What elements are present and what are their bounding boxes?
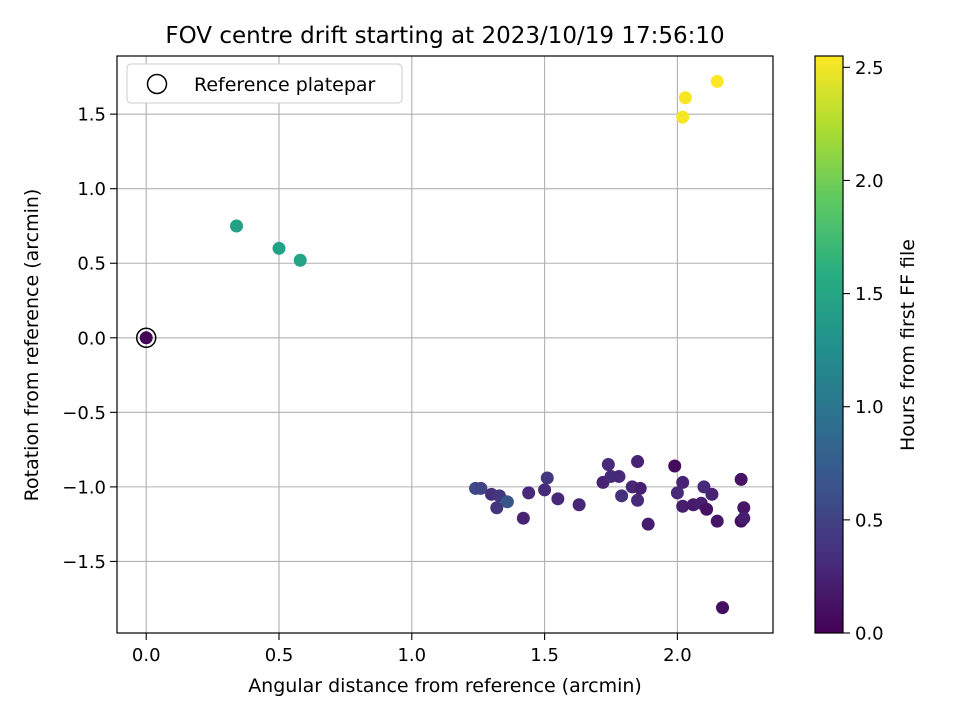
data-point xyxy=(737,501,751,515)
y-tick-label: 1.5 xyxy=(77,105,106,126)
y-tick-label: −1.5 xyxy=(62,552,106,573)
data-point xyxy=(710,514,724,528)
data-point xyxy=(612,469,626,483)
colorbar: 0.0 0.5 1.0 1.5 2.0 2.5 Hours from first FF f… xyxy=(814,55,919,645)
y-tick-label: 0.0 xyxy=(77,328,106,349)
colorbar-label: Hours from first FF file xyxy=(897,239,919,451)
reference-platepar-marker xyxy=(135,327,157,349)
y-tick-label: −0.5 xyxy=(62,403,106,424)
data-point xyxy=(522,486,536,500)
data-point xyxy=(490,501,504,515)
plot-background xyxy=(117,56,773,633)
x-axis: 0.0 0.5 1.0 1.5 2.0 xyxy=(132,633,692,666)
y-tick-label: 1.0 xyxy=(77,179,106,200)
x-tick-label: 1.5 xyxy=(530,645,559,666)
data-point xyxy=(737,511,751,525)
y-axis-label: Rotation from reference (arcmin) xyxy=(21,189,43,502)
x-tick-label: 0.0 xyxy=(132,645,161,666)
grid-lines xyxy=(117,56,773,633)
data-points xyxy=(139,74,751,615)
colorbar-tick-label: 0.0 xyxy=(855,624,884,645)
data-point xyxy=(678,91,692,105)
data-point xyxy=(710,74,724,88)
data-point xyxy=(516,511,530,525)
x-axis-label: Angular distance from reference (arcmin) xyxy=(248,675,642,697)
y-tick-label: 0.5 xyxy=(77,254,106,275)
chart-title: FOV centre drift starting at 2023/10/19 … xyxy=(165,23,724,49)
y-axis: −1.5 −1.0 −0.5 0.0 0.5 1.0 1.5 xyxy=(62,105,117,573)
colorbar-tick-label: 0.5 xyxy=(855,510,884,531)
data-point xyxy=(676,110,690,124)
colorbar-gradient xyxy=(814,55,844,634)
legend: Reference platepar xyxy=(126,63,403,104)
data-point xyxy=(272,241,286,255)
legend-label: Reference platepar xyxy=(194,74,376,96)
data-point xyxy=(615,489,629,503)
x-tick-label: 1.0 xyxy=(397,645,426,666)
data-point xyxy=(668,459,682,473)
data-point xyxy=(500,495,514,509)
colorbar-ticks: 0.0 0.5 1.0 1.5 2.0 2.5 xyxy=(843,58,884,645)
data-point xyxy=(572,498,586,512)
data-point xyxy=(633,481,647,495)
data-point xyxy=(474,481,488,495)
data-point xyxy=(676,499,690,513)
data-point xyxy=(601,458,615,472)
data-point xyxy=(734,472,748,486)
x-tick-label: 2.0 xyxy=(663,645,692,666)
data-point xyxy=(705,487,719,501)
data-point xyxy=(540,471,554,485)
colorbar-tick-label: 1.0 xyxy=(855,397,884,418)
colorbar-tick-label: 1.5 xyxy=(855,284,884,305)
y-tick-label: −1.0 xyxy=(62,477,106,498)
plot-frame xyxy=(116,55,774,634)
colorbar-tick-label: 2.0 xyxy=(855,171,884,192)
data-point xyxy=(551,492,565,506)
data-point xyxy=(700,502,714,516)
colorbar-tick-label: 2.5 xyxy=(855,58,884,79)
reference-marker-layer xyxy=(135,327,157,349)
x-tick-label: 0.5 xyxy=(265,645,294,666)
data-point xyxy=(230,219,244,233)
data-point xyxy=(670,486,684,500)
data-point xyxy=(641,517,655,531)
data-point xyxy=(676,475,690,489)
data-point xyxy=(139,331,153,345)
data-point xyxy=(538,483,552,497)
data-point xyxy=(293,253,307,267)
data-point xyxy=(716,601,730,615)
legend-marker-icon xyxy=(146,73,168,95)
data-point xyxy=(631,455,645,469)
data-point xyxy=(631,493,645,507)
legend-box xyxy=(126,63,403,104)
